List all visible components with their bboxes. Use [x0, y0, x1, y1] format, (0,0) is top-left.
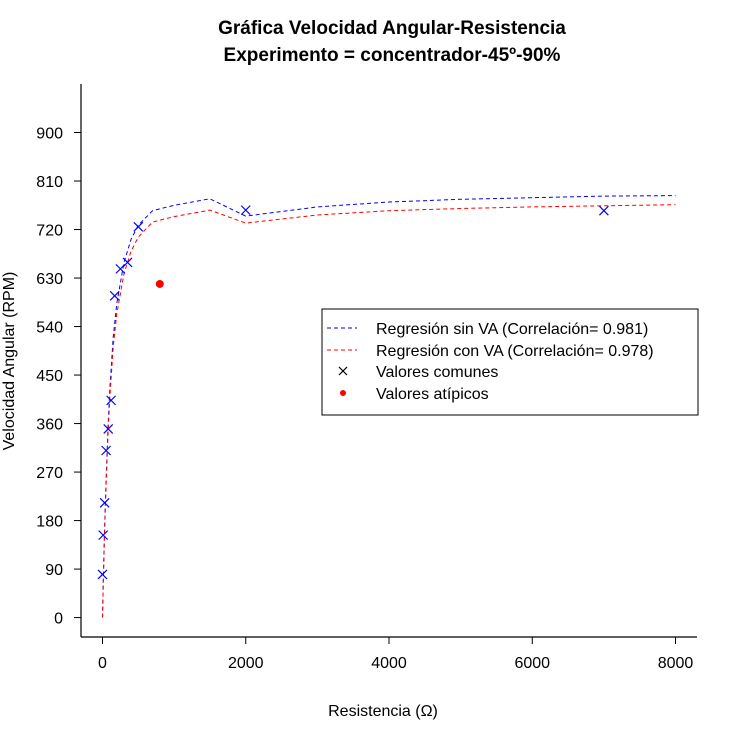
- legend-label-valores-comunes: Valores comunes: [376, 364, 498, 381]
- data-point-comun: [133, 221, 144, 232]
- data-point-comun: [109, 290, 120, 301]
- x-tick-label: 0: [98, 655, 107, 672]
- y-tick-label: 180: [36, 514, 63, 531]
- legend-box: [321, 308, 699, 416]
- data-points: [97, 205, 609, 580]
- legend-key-x-marker: [338, 366, 348, 376]
- data-point-comun: [240, 205, 251, 216]
- legend-label-valores-atipicos: Valores atípicos: [376, 386, 489, 403]
- legend-label-regresion-sin-va: Regresión sin VA (Correlación= 0.981): [376, 321, 648, 338]
- y-axis-label: Velocidad Angular (RPM): [1, 272, 18, 451]
- y-tick-label: 900: [36, 126, 63, 143]
- y-tick-label: 90: [45, 562, 63, 579]
- data-point-comun: [598, 205, 609, 216]
- x-tick-label: 8000: [658, 655, 694, 672]
- y-tick-label: 270: [36, 465, 63, 482]
- legend: Regresión sin VA (Correlación= 0.981) Re…: [321, 308, 699, 416]
- data-point-comun: [97, 569, 108, 580]
- data-point-comun: [98, 530, 109, 541]
- data-point-comun: [99, 497, 110, 508]
- data-point-comun: [122, 257, 133, 268]
- y-tick-label: 360: [36, 417, 63, 434]
- chart-subtitle: Experimento = concentrador-45º-90%: [224, 45, 561, 66]
- data-point-comun: [101, 445, 111, 456]
- x-tick-label: 4000: [371, 655, 407, 672]
- x-axis-ticks: 0 2000 4000 6000 8000: [98, 637, 693, 672]
- chart-title: Gráfica Velocidad Angular-Resistencia: [218, 18, 566, 39]
- legend-key-dot-marker: [340, 390, 346, 396]
- data-point-atipico: [155, 279, 164, 288]
- regression-line-1: [102, 204, 676, 618]
- y-tick-label: 630: [36, 271, 63, 288]
- data-point-comun: [106, 395, 117, 406]
- legend-label-regresion-con-va: Regresión con VA (Correlación= 0.978): [376, 343, 654, 360]
- y-tick-label: 450: [36, 368, 63, 385]
- x-tick-label: 6000: [514, 655, 550, 672]
- data-point-comun: [103, 424, 114, 434]
- y-tick-label: 720: [36, 223, 63, 240]
- y-tick-label: 0: [54, 611, 63, 628]
- x-tick-label: 2000: [228, 655, 264, 672]
- x-axis-label: Resistencia (Ω): [328, 703, 438, 720]
- y-axis-ticks: 0 90 180 270 360 450 540 630 720 810 900: [36, 126, 81, 628]
- y-tick-label: 810: [36, 174, 63, 191]
- y-tick-label: 540: [36, 320, 63, 337]
